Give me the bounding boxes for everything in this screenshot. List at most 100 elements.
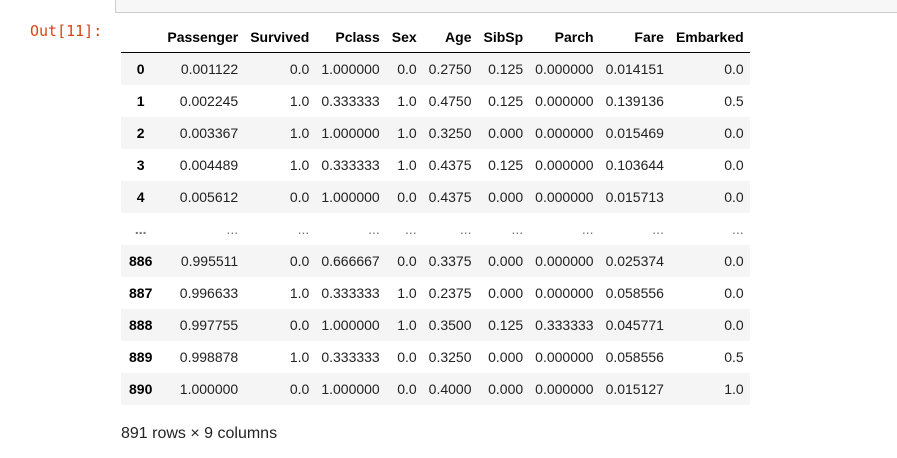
table-cell: 0.000000 [535,189,594,205]
ellipsis-row: .............................. [121,213,750,245]
table-cell: 0.000 [488,349,524,365]
table-cell: 0.000000 [535,285,594,301]
table-cell: ... [581,221,594,237]
table-cell: 0.002245 [179,93,239,109]
table-cell: 0.001122 [180,61,239,77]
row-index: 1 [136,93,145,109]
row-index: 886 [129,253,153,269]
table-cell: 0.2375 [428,285,472,301]
table-cell: 0.333333 [321,93,380,109]
table-cell: 1.0 [289,125,310,141]
table-cell: 0.333333 [321,157,380,173]
table-cell: 0.2750 [428,61,472,77]
table-cell: 0.000000 [535,349,594,365]
table-cell: ... [652,221,664,237]
table-cell: 0.000 [488,189,524,205]
table-cell: 1.0 [397,93,417,109]
table-row: 4 0.005612 0.0 1.000000 0.0 0.4375 0.000 0.0000… [121,181,750,213]
table-cell: ... [732,221,744,237]
table-row: 1 0.002245 1.0 0.333333 1.0 0.4750 0.125 0.0000… [121,85,750,117]
table-cell: 0.998878 [179,349,239,365]
table-cell: ... [459,221,472,237]
table-cell: 0.0 [397,61,417,77]
table-cell: 0.000 [488,253,524,269]
header-row: Passenger Survived Pclass Sex Age SibSp Parch F… [121,21,750,53]
table-cell: 0.139136 [605,93,664,109]
table-cell: 0.4375 [428,189,472,205]
table-cell: 0.015469 [605,125,664,141]
table-cell: 1.0 [397,125,417,141]
table-cell: 0.045771 [605,317,664,333]
table-cell: 0.025374 [605,253,664,269]
table-cell: 1.0 [397,285,417,301]
dataframe-output: Passenger Survived Pclass Sex Age SibSp Parch F… [121,21,750,405]
table-cell: 1.0 [397,317,417,333]
table-row: 886 0.995511 0.0 0.666667 0.0 0.3375 0.000 0.0 0… [121,245,750,277]
table-cell: 0.995511 [180,253,239,269]
table-cell: 0.3250 [428,125,472,141]
table-cell: 0.103644 [605,157,664,173]
column-header: Embarked [669,21,750,53]
row-index: ... [134,221,147,237]
table-cell: 0.000 [488,125,524,141]
table-cell: 0.333333 [321,349,380,365]
table-cell: 0.0 [397,349,417,365]
table-row: 0 0.001122 0.0 1.000000 0.0 0.2750 0.125 0.0000… [121,52,750,85]
table-cell: 0.3250 [428,349,472,365]
table-cell: 0.0 [397,253,417,269]
table-cell: 0.4375 [428,157,472,173]
table-cell: 0.125 [488,93,524,109]
table-cell: 0.0 [724,125,744,141]
table-cell: 0.333333 [535,317,594,333]
table-cell: 0.000000 [535,93,594,109]
table-row: 2 0.003367 1.0 1.000000 1.0 0.3250 0.000 0.0000… [121,117,750,149]
table-cell: 1.000000 [321,125,380,141]
table-cell: 0.4000 [428,381,472,397]
row-index: 889 [129,349,153,365]
column-header: Parch [529,21,600,53]
row-index: 888 [129,317,153,333]
row-index: 887 [129,285,153,301]
table-cell: ... [297,221,310,237]
table-cell: ... [511,221,524,237]
table-header: Passenger Survived Pclass Sex Age SibSp Parch F… [121,21,750,53]
table-cell: 0.997755 [179,317,239,333]
table-cell: 0.000000 [535,157,594,173]
table-cell: 0.015127 [605,381,664,397]
table-cell: 0.0 [397,381,417,397]
table-cell: 1.0 [289,349,310,365]
table-cell: 0.996633 [179,285,239,301]
table-cell: 0.000 [488,381,524,397]
table-cell: 0.125 [488,317,524,333]
table-cell: 0.0 [724,253,744,269]
table-cell: 1.000000 [321,189,380,205]
table-cell: ... [226,221,239,237]
table-cell: 0.058556 [605,285,664,301]
table-body: 0 0.001122 0.0 1.000000 0.0 0.2750 0.125 0.0000… [121,52,750,405]
table-cell: 0.0 [289,317,310,333]
dataframe-shape-caption: 891 rows × 9 columns [121,425,278,442]
column-header: Pclass [315,21,386,53]
table-cell: 0.4750 [428,93,472,109]
output-prompt: Out[11]: [30,22,103,40]
column-header: Survived [244,21,316,53]
table-cell: 0.0 [289,253,310,269]
table-cell: 0.000000 [535,61,594,77]
index-header [121,21,162,53]
table-cell: 0.125 [488,157,524,173]
previous-cell-border [115,0,897,13]
row-index: 4 [136,189,145,205]
table-cell: 1.000000 [321,381,380,397]
table-row: 3 0.004489 1.0 0.333333 1.0 0.4375 0.125 0.0000… [121,149,750,181]
row-index: 890 [129,381,153,397]
table-cell: 0.0 [289,381,310,397]
table-cell: 0.003367 [179,125,239,141]
table-cell: 1.0 [289,157,310,173]
table-cell: 0.3375 [428,253,472,269]
table-row: 887 0.996633 1.0 0.333333 1.0 0.2375 0.000 0.00… [121,277,750,309]
table-cell: 0.0 [289,189,310,205]
row-index: 2 [136,125,145,141]
table-cell: 0.000 [488,285,524,301]
table-cell: 0.666667 [321,253,380,269]
table-row: 888 0.997755 0.0 1.000000 1.0 0.3500 0.125 0.33… [121,309,750,341]
